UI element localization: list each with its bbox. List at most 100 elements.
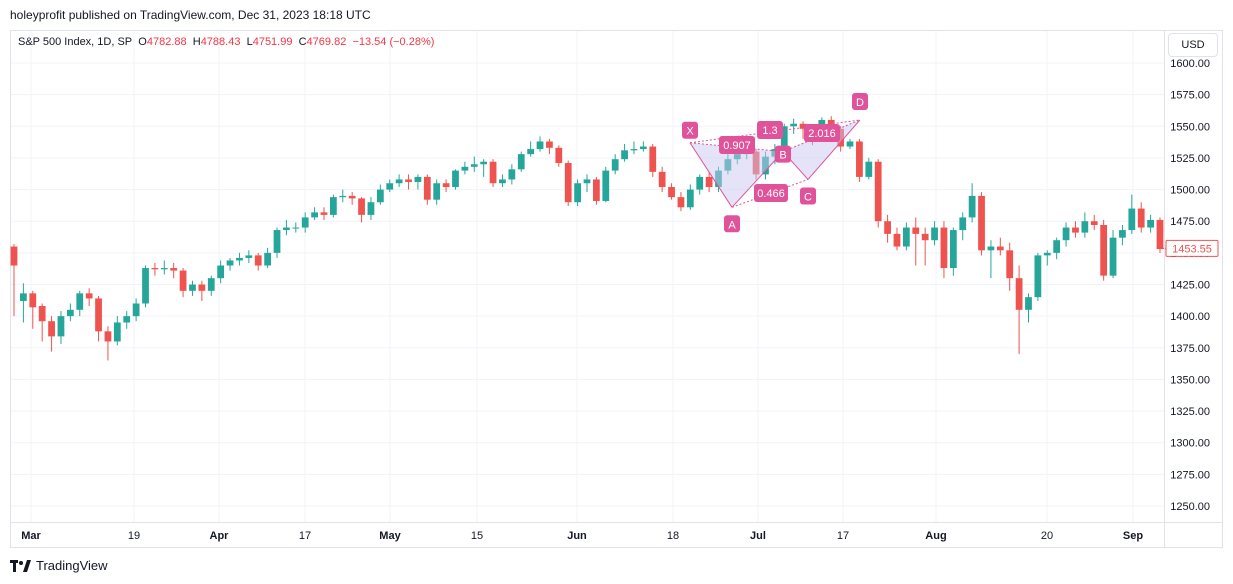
- candle-body: [1147, 219, 1154, 228]
- candle-body: [301, 217, 309, 228]
- candle-body: [1100, 225, 1108, 276]
- time-tick-label: 15: [471, 530, 483, 542]
- tradingview-brand: TradingView: [10, 558, 108, 573]
- candle-body: [499, 179, 506, 184]
- candle-body: [283, 227, 290, 231]
- candle-body: [245, 255, 253, 258]
- candle-body: [668, 187, 675, 198]
- symbol-label[interactable]: S&P 500 Index, 1D, SP: [18, 36, 133, 48]
- high-value: 4788.43: [200, 36, 241, 48]
- time-tick-label: Jun: [567, 530, 587, 542]
- candle-body: [226, 260, 234, 266]
- pattern-point-badge: [682, 121, 698, 139]
- price-tick-label: 1400.00: [1170, 311, 1210, 323]
- price-tick-label: 1500.00: [1170, 185, 1210, 197]
- candle-body: [254, 255, 262, 266]
- candle-body: [104, 331, 112, 342]
- candle-body: [1090, 221, 1098, 226]
- candle-body: [348, 195, 356, 199]
- candle-body: [151, 268, 159, 270]
- candle-body: [696, 176, 704, 190]
- candle-body: [790, 123, 798, 127]
- candle-body: [536, 141, 544, 150]
- candle-body: [132, 303, 140, 317]
- price-tick-label: 1575.00: [1170, 90, 1210, 102]
- pattern-point-label: C: [804, 191, 812, 203]
- harmonic-pattern: X A B C D 0.907 0.466 1.3 2.016: [682, 92, 868, 233]
- candle-body: [198, 284, 206, 291]
- candle-body: [978, 195, 985, 251]
- candle-body: [555, 147, 563, 163]
- time-tick-label: May: [379, 530, 401, 542]
- candle-body: [902, 227, 910, 247]
- price-tick-label: 1325.00: [1170, 406, 1210, 418]
- pattern-point-label: B: [779, 150, 786, 162]
- pattern-ratio-badge: [719, 136, 755, 154]
- time-tick-label: Apr: [210, 530, 230, 542]
- candle-body: [508, 169, 516, 180]
- candle-body: [705, 176, 713, 188]
- candle-body: [780, 126, 788, 150]
- ohlc-legend: S&P 500 Index, 1D, SP O4782.88 H4788.43 …: [18, 36, 434, 48]
- time-tick-label: Aug: [925, 530, 946, 542]
- candle-body: [639, 146, 647, 150]
- candle-body: [931, 227, 938, 241]
- candle-body: [329, 197, 337, 215]
- price-axis[interactable]: [1164, 31, 1165, 547]
- candle-body: [574, 183, 581, 203]
- candle-body: [160, 268, 168, 270]
- pattern-leg: [731, 151, 784, 208]
- pattern-triangle-bcd: [783, 119, 860, 180]
- pattern-ratio-label: 1.3: [762, 125, 777, 137]
- candle-body: [470, 164, 478, 167]
- candle-body: [76, 293, 84, 310]
- candle-body: [85, 293, 93, 299]
- pattern-point-label: D: [856, 97, 864, 109]
- candle-body: [686, 189, 694, 208]
- last-price-marker: 1453.55: [1160, 239, 1219, 257]
- candle-body: [1053, 240, 1061, 253]
- price-axis-labels: 1600.00 1575.00 1550.00 1525.00 1500.00 1475.…: [1170, 58, 1210, 513]
- candle-body: [1025, 297, 1032, 310]
- candle-body: [658, 171, 666, 188]
- candle-body: [217, 265, 225, 279]
- last-price-box: [1165, 239, 1219, 257]
- low-label: L: [246, 36, 253, 48]
- publisher-line: holeyprofit published on TradingView.com…: [10, 8, 371, 22]
- candle-body: [20, 293, 27, 301]
- pattern-ratio-badge: [754, 184, 788, 202]
- pattern-point-label: X: [686, 126, 694, 138]
- candle-body: [179, 270, 187, 291]
- candle-body: [996, 246, 1004, 251]
- brand-label: TradingView: [36, 558, 108, 573]
- candle-body: [433, 183, 441, 200]
- candle-body: [264, 252, 272, 266]
- low-value: 4751.99: [252, 36, 293, 48]
- candle-body: [1043, 252, 1051, 256]
- candle-body: [376, 189, 384, 203]
- time-tick-label: Jul: [750, 530, 766, 542]
- pattern-ratio-label: 2.016: [808, 128, 836, 140]
- candle-body: [207, 278, 215, 291]
- candle-body: [461, 166, 469, 171]
- candle-body: [865, 161, 873, 177]
- candle-body: [1062, 227, 1070, 241]
- candle-body: [1081, 221, 1089, 233]
- currency-button[interactable]: USD: [1168, 33, 1218, 57]
- candle-body: [367, 202, 375, 215]
- candle-body: [593, 179, 600, 201]
- pattern-ratio-label: 0.466: [757, 188, 785, 200]
- time-axis[interactable]: [11, 522, 1223, 523]
- candle-body: [170, 268, 178, 271]
- candle-body: [339, 195, 347, 198]
- candle-body: [113, 322, 121, 342]
- candle-body: [921, 233, 929, 241]
- candle-body: [395, 179, 403, 184]
- pattern-point-badge: [800, 187, 816, 205]
- chart-frame: [10, 30, 1223, 548]
- candle-body: [236, 257, 243, 261]
- time-tick-label: 17: [837, 530, 849, 542]
- candle-body: [38, 306, 46, 322]
- candle-body: [311, 212, 318, 218]
